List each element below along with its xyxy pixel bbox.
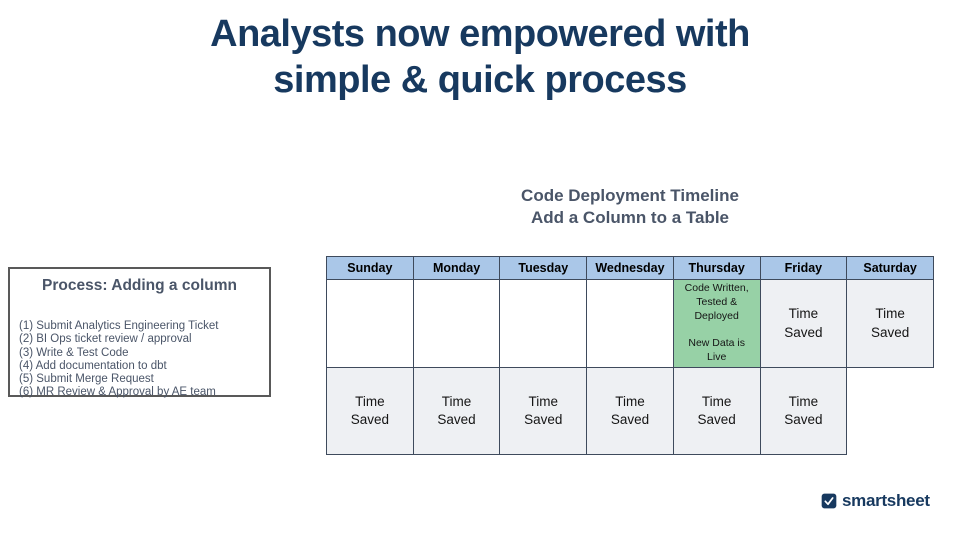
day-header-wednesday: Wednesday	[586, 256, 674, 280]
calendar-cell	[326, 279, 414, 368]
process-step: (2) BI Ops ticket review / approval	[19, 333, 192, 346]
calendar-cell-time-saved: Time Saved	[586, 367, 674, 455]
day-header-sunday: Sunday	[326, 256, 414, 280]
day-header-tuesday: Tuesday	[499, 256, 588, 280]
process-box-heading: Process: Adding a column	[42, 277, 237, 294]
process-step: (6) MR Review & Approval by AE team	[19, 386, 216, 399]
calendar-cell-empty	[847, 368, 934, 455]
process-step: (4) Add documentation to dbt	[19, 359, 167, 372]
calendar-cell-time-saved: Time Saved	[499, 367, 588, 455]
calendar-week-2-row: Time Saved Time Saved Time Saved Time Sa…	[326, 367, 934, 455]
day-header-saturday: Saturday	[846, 256, 934, 280]
calendar-header-row: Sunday Monday Tuesday Wednesday Thursday…	[326, 256, 934, 280]
process-step: (5) Submit Merge Request	[19, 373, 154, 386]
day-header-friday: Friday	[759, 256, 848, 280]
process-step: (1) Submit Analytics Engineering Ticket	[19, 320, 219, 332]
calendar-cell-time-saved: Time Saved	[326, 367, 414, 455]
day-header-thursday: Thursday	[672, 256, 761, 280]
smartsheet-wordmark: smartsheet	[842, 491, 930, 510]
smartsheet-check-icon	[821, 493, 837, 509]
process-box: Process: Adding a column (1) Submit Anal…	[8, 267, 271, 400]
calendar-week-1-row: Code Written, Tested & Deployed New Data…	[326, 279, 934, 368]
calendar-cell	[586, 279, 674, 368]
calendar-cell	[412, 279, 501, 368]
calendar-cell-time-saved: Time Saved	[759, 279, 848, 368]
smartsheet-logo: smartsheet	[821, 491, 930, 511]
code-deployment-calendar-table: Sunday Monday Tuesday Wednesday Thursday…	[326, 256, 934, 455]
calendar-cell-time-saved: Time Saved	[759, 367, 848, 455]
process-step: (3) Write & Test Code	[19, 346, 129, 359]
calendar-cell	[499, 279, 588, 368]
timeline-title: Code Deployment Timeline Add a Column to…	[521, 186, 739, 228]
calendar-cell-time-saved: Time Saved	[412, 367, 501, 455]
slide-title: Analysts now empowered with simple & qui…	[210, 13, 750, 101]
calendar-cell-time-saved: Time Saved	[846, 279, 934, 368]
calendar-cell-time-saved: Time Saved	[672, 367, 761, 455]
process-steps-list: (1) Submit Analytics Engineering Ticket …	[19, 320, 269, 400]
calendar-cell-deploy-day: Code Written, Tested & Deployed New Data…	[672, 279, 761, 368]
day-header-monday: Monday	[412, 256, 501, 280]
